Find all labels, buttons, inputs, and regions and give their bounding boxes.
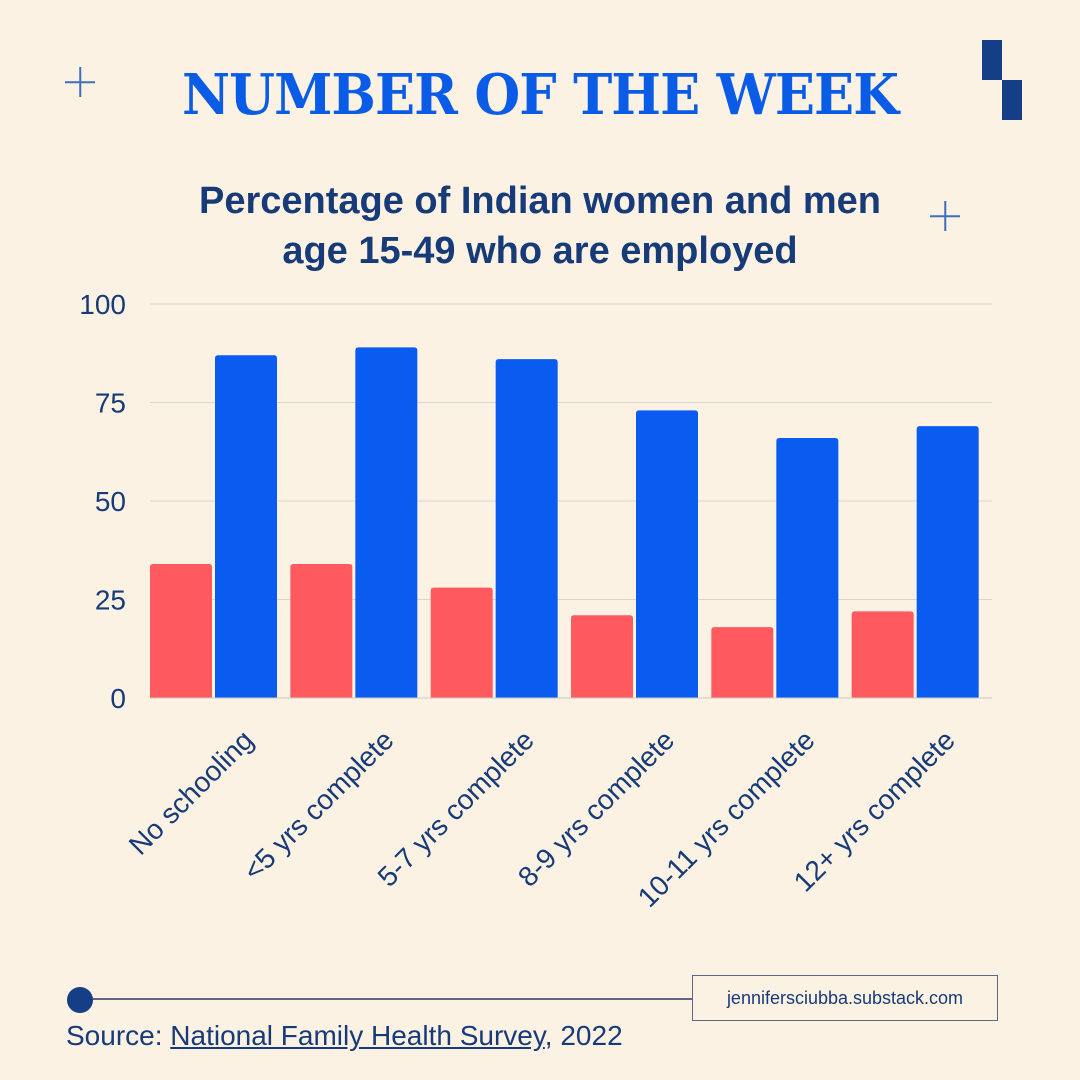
bar-women	[150, 564, 212, 698]
x-tick-label: No schooling	[123, 724, 259, 860]
bar-women	[290, 564, 353, 698]
site-url[interactable]: jennifersciubba.substack.com	[692, 975, 998, 1021]
y-tick-label: 100	[79, 289, 126, 320]
footer-divider	[80, 998, 692, 1000]
chart-title-line-2: age 15-49 who are employed	[282, 230, 798, 272]
source-line: Source: National Family Health Survey, 2…	[66, 1020, 623, 1052]
y-tick-label: 50	[95, 486, 126, 517]
bar-men	[215, 355, 277, 698]
y-tick-label: 75	[95, 388, 126, 419]
bar-women	[571, 615, 633, 698]
block-decoration-icon	[982, 40, 1024, 120]
bar-men	[776, 437, 839, 698]
bar-women	[851, 611, 914, 698]
y-tick-label: 25	[95, 585, 126, 616]
chart-title: Percentage of Indian women and men age 1…	[130, 176, 950, 276]
chart-title-line-1: Percentage of Indian women and men	[198, 180, 881, 222]
page-headline: NUMBER OF THE WEEK	[181, 62, 899, 128]
dot-icon	[67, 987, 93, 1013]
bar-women	[430, 587, 493, 698]
source-suffix: , 2022	[544, 1020, 623, 1051]
source-link[interactable]: National Family Health Survey	[170, 1020, 545, 1051]
bar-women	[711, 627, 774, 698]
bar-men	[355, 347, 418, 698]
bar-men	[916, 426, 979, 698]
y-tick-label: 0	[110, 683, 126, 714]
source-prefix: Source:	[66, 1020, 171, 1051]
x-tick-label: <5 yrs complete	[237, 724, 399, 886]
bar-men	[495, 359, 558, 698]
bar-men	[636, 410, 698, 698]
